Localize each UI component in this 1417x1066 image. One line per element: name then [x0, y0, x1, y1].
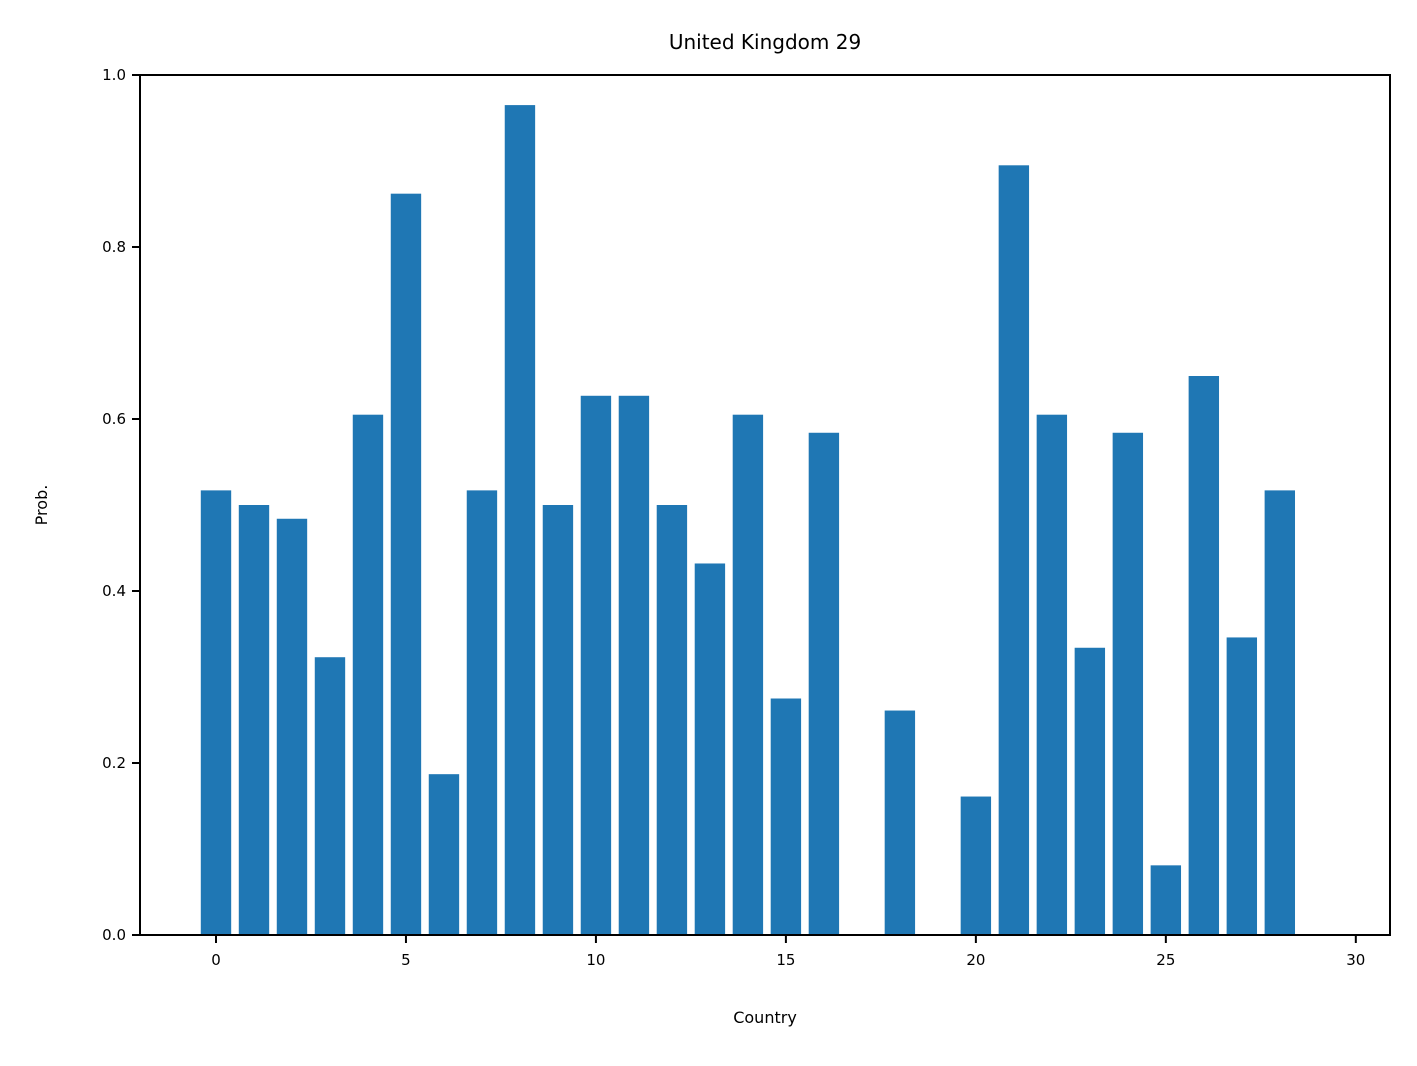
bar-20 [960, 796, 992, 935]
bar-0 [200, 490, 232, 935]
bar-12 [656, 505, 688, 935]
x-tick-label: 30 [1346, 951, 1365, 969]
x-axis-ticks: 0 5 10 15 20 25 30 [211, 935, 1365, 969]
bar-28 [1264, 490, 1296, 935]
bar-5 [390, 193, 422, 935]
bar-23 [1074, 647, 1106, 935]
bar-22 [1036, 414, 1068, 935]
x-tick-label: 0 [211, 951, 221, 969]
bar-15 [770, 698, 802, 935]
bar-18 [884, 710, 916, 935]
y-tick-label: 0.2 [102, 754, 126, 772]
x-tick-label: 20 [966, 951, 985, 969]
bar-3 [314, 657, 346, 935]
y-tick-label: 0.8 [102, 238, 126, 256]
bar-11 [618, 395, 650, 935]
bar-26 [1188, 376, 1220, 935]
bar-14 [732, 414, 764, 935]
bar-8 [504, 105, 536, 936]
x-tick-label: 5 [401, 951, 411, 969]
bar-9 [542, 505, 574, 935]
bar-2 [276, 518, 308, 935]
bar-10 [580, 395, 612, 935]
x-tick-label: 25 [1156, 951, 1175, 969]
x-tick-label: 15 [776, 951, 795, 969]
bar-6 [428, 774, 460, 935]
bar-1 [238, 505, 270, 935]
y-axis-ticks: 0.0 0.2 0.4 0.6 0.8 1.0 [102, 66, 140, 944]
bars-group [200, 105, 1296, 936]
y-tick-label: 0.4 [102, 582, 126, 600]
bar-13 [694, 563, 726, 935]
y-axis-label: Prob. [32, 485, 51, 526]
x-axis-label: Country [733, 1008, 797, 1027]
y-tick-label: 0.0 [102, 926, 126, 944]
bar-7 [466, 490, 498, 935]
bar-25 [1150, 865, 1182, 935]
bar-24 [1112, 432, 1144, 935]
bar-21 [998, 165, 1030, 936]
bar-4 [352, 414, 384, 935]
plot-frame [139, 74, 1391, 936]
y-tick-label: 0.6 [102, 410, 126, 428]
bar-27 [1226, 637, 1258, 935]
y-tick-label: 1.0 [102, 66, 126, 84]
chart-title: United Kingdom 29 [669, 30, 861, 54]
x-tick-label: 10 [586, 951, 605, 969]
bar-16 [808, 432, 840, 935]
